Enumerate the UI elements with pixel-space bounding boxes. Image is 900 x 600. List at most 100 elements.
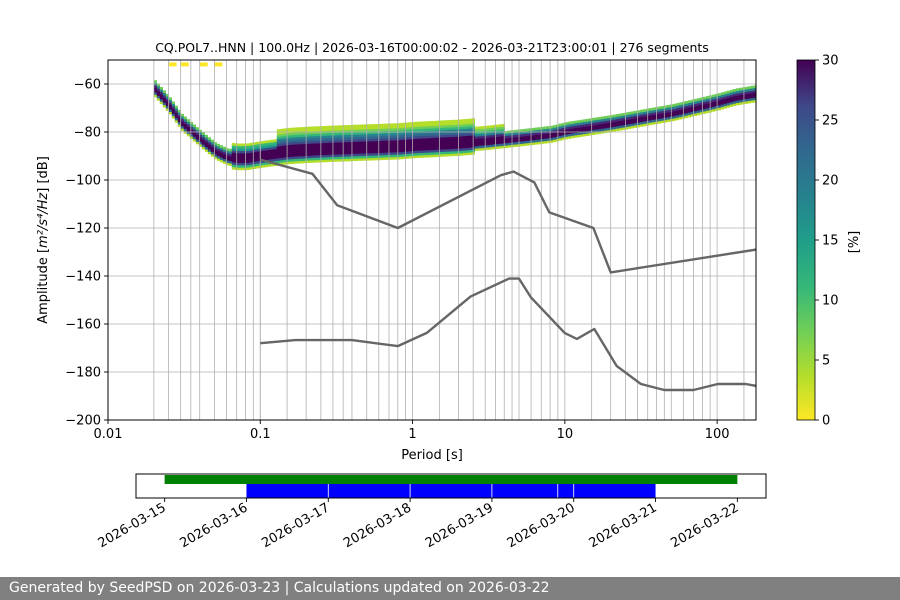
psd-cell	[204, 137, 208, 140]
psd-cell	[477, 136, 481, 139]
psd-cell	[723, 91, 727, 95]
psd-cell	[201, 134, 205, 138]
psd-cell	[174, 108, 178, 111]
psd-cell	[297, 156, 301, 159]
psd-cell	[213, 156, 217, 160]
psd-cell	[387, 149, 391, 153]
psd-cell	[252, 159, 256, 162]
psd-cell	[342, 137, 346, 140]
psd-cell	[741, 89, 745, 93]
psd-cell	[336, 130, 340, 133]
psd-cell	[363, 143, 367, 147]
psd-cell	[186, 131, 190, 134]
psd-cell	[606, 130, 610, 133]
psd-cell	[612, 126, 616, 130]
psd-cell	[300, 160, 304, 164]
psd-cell	[441, 137, 445, 140]
psd-cell	[495, 131, 499, 135]
psd-cell	[327, 128, 331, 131]
psd-cell	[339, 149, 343, 152]
psd-cell	[399, 137, 403, 141]
psd-cell	[540, 134, 544, 137]
psd-cell	[300, 127, 304, 130]
psd-cell	[333, 132, 337, 136]
psd-cell	[411, 155, 415, 159]
psd-cell	[582, 121, 586, 125]
psd-cell	[642, 123, 646, 127]
psd-cell	[657, 113, 661, 117]
psd-cell	[195, 141, 199, 145]
psd-cell	[297, 148, 301, 152]
psd-cell	[231, 154, 235, 158]
psd-cell	[465, 140, 469, 144]
psd-cell	[543, 138, 547, 142]
psd-cell	[513, 134, 517, 138]
psd-cell	[264, 147, 268, 151]
psd-cell	[303, 129, 307, 132]
psd-cell	[621, 115, 625, 119]
psd-cell	[318, 126, 322, 129]
psd-cell	[273, 148, 277, 152]
psd-cell	[603, 123, 607, 126]
psd-cell	[432, 144, 436, 148]
psd-cell	[621, 127, 625, 131]
psd-cell	[753, 97, 756, 100]
psd-cell	[735, 95, 739, 99]
psd-cell	[630, 121, 634, 124]
psd-cell	[336, 154, 340, 157]
psd-cell	[363, 158, 367, 161]
psd-cell	[207, 139, 211, 143]
psd-cell	[486, 128, 490, 131]
psd-cell	[444, 134, 448, 138]
psd-cell	[534, 134, 538, 138]
psd-cell	[738, 90, 742, 93]
psd-cell	[279, 148, 283, 151]
timeline-segment-bar	[574, 484, 656, 498]
psd-cell	[636, 117, 640, 121]
psd-cell	[618, 127, 622, 131]
psd-cell	[372, 124, 376, 127]
psd-cell	[627, 123, 631, 127]
psd-cell	[552, 127, 556, 131]
plot-frame	[107, 59, 757, 421]
psd-cell	[606, 120, 610, 124]
psd-cell	[249, 154, 253, 158]
psd-cell	[321, 159, 325, 163]
psd-cell	[339, 154, 343, 157]
psd-cell	[558, 138, 562, 141]
psd-cell	[378, 133, 382, 137]
psd-cell	[426, 121, 430, 124]
psd-cell	[315, 135, 319, 139]
psd-cell	[309, 150, 313, 154]
psd-cell	[363, 155, 367, 159]
psd-cell	[450, 141, 454, 145]
psd-cell	[351, 148, 355, 152]
psd-cell	[420, 143, 424, 146]
psd-cell	[447, 132, 451, 135]
psd-cell	[582, 133, 586, 137]
timeline-tick-label: 2026-03-21	[587, 500, 660, 551]
psd-cell	[729, 101, 733, 105]
psd-cell	[351, 132, 355, 135]
psd-cell	[666, 116, 670, 120]
psd-cell	[447, 136, 451, 140]
psd-cell	[264, 140, 268, 144]
psd-cell	[402, 137, 406, 140]
psd-cell	[690, 104, 694, 108]
psd-cell	[375, 157, 379, 161]
psd-cell	[519, 134, 523, 137]
psd-cell	[717, 107, 721, 111]
psd-cell	[372, 131, 376, 134]
psd-cell	[462, 138, 466, 141]
psd-cell	[579, 134, 583, 137]
timeline-segment-bar	[492, 484, 558, 498]
psd-cell	[183, 119, 187, 122]
psd-cell	[300, 146, 304, 149]
psd-cell	[423, 138, 427, 141]
psd-cell	[696, 105, 700, 109]
psd-cell	[438, 122, 442, 126]
psd-cell	[720, 94, 724, 98]
timeline-tick-label: 2026-03-17	[259, 500, 332, 551]
psd-cell	[744, 89, 748, 92]
psd-cell	[279, 152, 283, 156]
